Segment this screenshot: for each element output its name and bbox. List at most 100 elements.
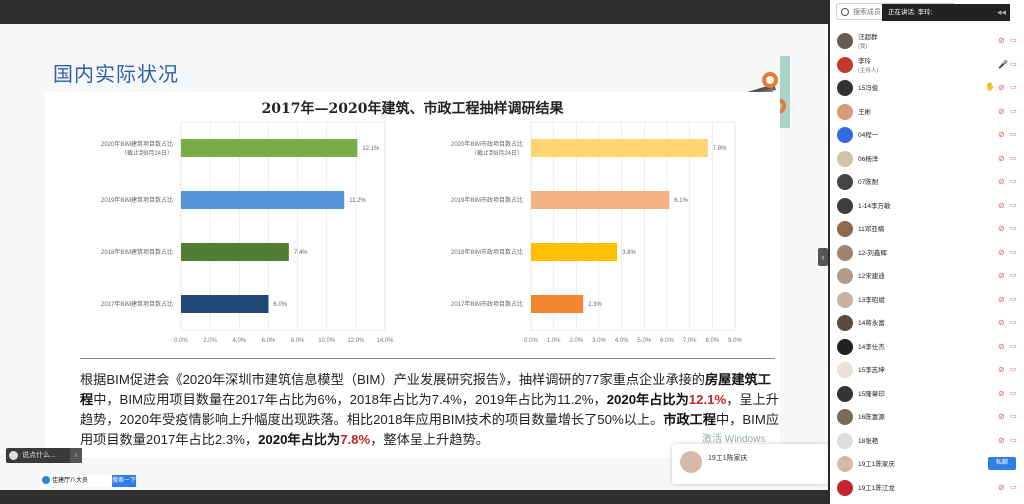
x-tick-label: 8.0% xyxy=(291,338,305,344)
bar-value-label: 2.3% xyxy=(588,302,602,308)
panel-header: 搜索成员 正在讲话: 李玲; ◂◂ xyxy=(830,0,1024,26)
participant-list: 汪超群 (我) ⊘ ▭ 李玲 (主持人) 🎤 ▭ 15冯俊 ✋ ⊘ ▭ 王彬 ⊘ ▭ 04程一 ⊘ ▭ 06杨洋 ⊘ ▭… xyxy=(830,30,1024,500)
participant-row[interactable]: 15李志坤 ⊘ ▭ xyxy=(830,359,1024,383)
avatar xyxy=(837,456,853,472)
camera-off-icon[interactable]: ▭ xyxy=(1010,436,1017,444)
mic-muted-icon[interactable]: ⊘ xyxy=(998,153,1005,163)
x-tick-label: 7.0% xyxy=(683,338,697,344)
chevron-left-icon[interactable]: ‹ xyxy=(70,448,82,463)
participant-row[interactable]: 王彬 ⊘ ▭ xyxy=(830,101,1024,125)
reply-icon[interactable]: ◂◂ xyxy=(996,7,1006,17)
chat-input[interactable]: 说点什么... ‹ xyxy=(6,448,82,463)
camera-off-icon[interactable]: ▭ xyxy=(1010,342,1017,350)
participant-row[interactable]: 李玲 (主持人) 🎤 ▭ xyxy=(830,54,1024,78)
avatar xyxy=(837,244,853,261)
browser-taskbar[interactable]: 佳建厅八大员 搜索一下 xyxy=(40,475,136,487)
participant-row[interactable]: 13李昭斌 ⊘ ▭ xyxy=(830,289,1024,313)
toast-name: 19工1陈家庆 xyxy=(708,455,748,462)
search-button[interactable]: 搜索一下 xyxy=(112,475,136,487)
raised-hand-icon: ✋ xyxy=(985,82,995,91)
camera-off-icon[interactable]: ▭ xyxy=(1010,295,1017,303)
participant-name: 15冯俊 xyxy=(858,85,879,92)
participant-row[interactable]: 19工1陈江龙 ⊘ ▭ xyxy=(830,477,1024,501)
participant-row[interactable]: 12宋建迪 ⊘ ▭ xyxy=(830,265,1024,289)
participant-row[interactable]: 汪超群 (我) ⊘ ▭ xyxy=(830,30,1024,54)
camera-off-icon[interactable]: ▭ xyxy=(1010,319,1017,326)
x-tick-label: 2.0% xyxy=(569,338,583,344)
participant-row[interactable]: 14李仕杰 ⊘ ▭ xyxy=(830,336,1024,360)
camera-off-icon[interactable]: ▭ xyxy=(1010,201,1017,209)
microphone-icon[interactable]: 🎤 xyxy=(998,59,1008,69)
mic-muted-icon[interactable]: ⊘ xyxy=(998,294,1005,304)
bar-value-label: 3.8% xyxy=(622,250,636,256)
camera-off-icon[interactable]: ▭ xyxy=(1010,60,1017,68)
participant-row[interactable]: 15隆章印 ⊘ ▭ xyxy=(830,383,1024,407)
participant-row[interactable]: 07陈耐 ⊘ ▭ xyxy=(830,171,1024,195)
mic-muted-icon[interactable]: ⊘ xyxy=(998,83,1005,92)
participant-row[interactable]: 11邓亚楠 ⊘ ▭ xyxy=(830,218,1024,242)
camera-off-icon[interactable]: ▭ xyxy=(1010,248,1017,256)
bar xyxy=(181,139,358,157)
mic-muted-icon[interactable]: ⊘ xyxy=(998,36,1005,45)
camera-off-icon[interactable]: ▭ xyxy=(1010,366,1017,373)
participant-row[interactable]: 18张艳 ⊘ ▭ xyxy=(830,430,1024,454)
mic-muted-icon[interactable]: ⊘ xyxy=(998,177,1005,186)
mic-muted-icon[interactable]: ⊘ xyxy=(998,271,1005,280)
collapse-panel-button[interactable]: ‹ xyxy=(818,248,828,266)
participant-row[interactable]: 16陈富源 ⊘ ▭ xyxy=(830,406,1024,430)
avatar xyxy=(837,56,853,73)
participant-name: 16陈富源 xyxy=(858,414,885,421)
x-tick-label: 9.0% xyxy=(728,338,742,344)
bar-value-label: 7.8% xyxy=(713,146,727,152)
bar-value-label: 7.4% xyxy=(294,250,308,256)
participant-row[interactable]: 12-刘鑫辉 ⊘ ▭ xyxy=(830,242,1024,266)
camera-off-icon[interactable]: ▭ xyxy=(1010,84,1017,91)
category-label: 2018年BIM建筑项目数占比 xyxy=(101,248,173,256)
camera-off-icon[interactable]: ▭ xyxy=(1010,178,1017,185)
avatar xyxy=(680,451,702,473)
participant-name: 11邓亚楠 xyxy=(858,226,885,233)
mic-muted-icon[interactable]: ⊘ xyxy=(998,412,1005,421)
mic-muted-icon[interactable]: ⊘ xyxy=(998,341,1005,351)
participant-row[interactable]: 19工1陈家庆 私聊 xyxy=(830,453,1024,477)
participant-name: 汪超群 xyxy=(858,34,878,41)
mic-muted-icon[interactable]: ⊘ xyxy=(998,200,1005,210)
camera-off-icon[interactable]: ▭ xyxy=(1010,131,1017,138)
camera-off-icon[interactable]: ▭ xyxy=(1010,413,1017,420)
participant-toast[interactable]: 19工1陈家庆 xyxy=(672,444,828,484)
mic-muted-icon[interactable]: ⊘ xyxy=(998,106,1005,116)
avatar xyxy=(837,197,853,214)
search-placeholder: 搜索成员 xyxy=(853,9,881,16)
summary-paragraph: 根据BIM促进会《2020年深圳市建筑信息模型（BIM）产业发展研究报告》，抽样… xyxy=(80,370,780,450)
participant-row[interactable]: 06杨洋 ⊘ ▭ xyxy=(830,148,1024,172)
slide-title: 国内实际状况 xyxy=(53,62,179,86)
camera-off-icon[interactable]: ▭ xyxy=(1010,154,1017,162)
para-text: 中，BIM应用项目数量2017年占比2.3%， xyxy=(80,412,780,447)
camera-off-icon[interactable]: ▭ xyxy=(1010,272,1017,279)
mic-muted-icon[interactable]: ⊘ xyxy=(998,482,1005,492)
private-chat-button[interactable]: 私聊 xyxy=(988,457,1016,470)
camera-off-icon[interactable]: ▭ xyxy=(1010,483,1017,491)
mic-muted-icon[interactable]: ⊘ xyxy=(998,365,1005,374)
avatar xyxy=(837,221,853,237)
mic-muted-icon[interactable]: ⊘ xyxy=(998,318,1005,327)
camera-off-icon[interactable]: ▭ xyxy=(1010,389,1017,397)
mic-muted-icon[interactable]: ⊘ xyxy=(998,130,1005,139)
participant-row[interactable]: 15冯俊 ✋ ⊘ ▭ xyxy=(830,77,1024,101)
mic-muted-icon[interactable]: ⊘ xyxy=(998,247,1005,257)
participant-row[interactable]: 04程一 ⊘ ▭ xyxy=(830,124,1024,148)
bar-value-label: 12.1% xyxy=(362,146,380,152)
x-tick-label: 1.0% xyxy=(547,338,561,344)
mic-muted-icon[interactable]: ⊘ xyxy=(998,388,1005,398)
camera-off-icon[interactable]: ▭ xyxy=(1010,225,1017,232)
camera-off-icon[interactable]: ▭ xyxy=(1010,37,1017,44)
top-bar xyxy=(0,0,830,24)
mic-muted-icon[interactable]: ⊘ xyxy=(998,435,1005,445)
participant-row[interactable]: 1-14李万敏 ⊘ ▭ xyxy=(830,195,1024,219)
participant-row[interactable]: 14蒋永富 ⊘ ▭ xyxy=(830,312,1024,336)
camera-off-icon[interactable]: ▭ xyxy=(1010,107,1017,115)
participant-name: 王彬 xyxy=(858,108,871,116)
para-bold: 市政工程 xyxy=(663,412,717,427)
mic-muted-icon[interactable]: ⊘ xyxy=(998,224,1005,233)
x-tick-label: 5.0% xyxy=(637,338,651,344)
